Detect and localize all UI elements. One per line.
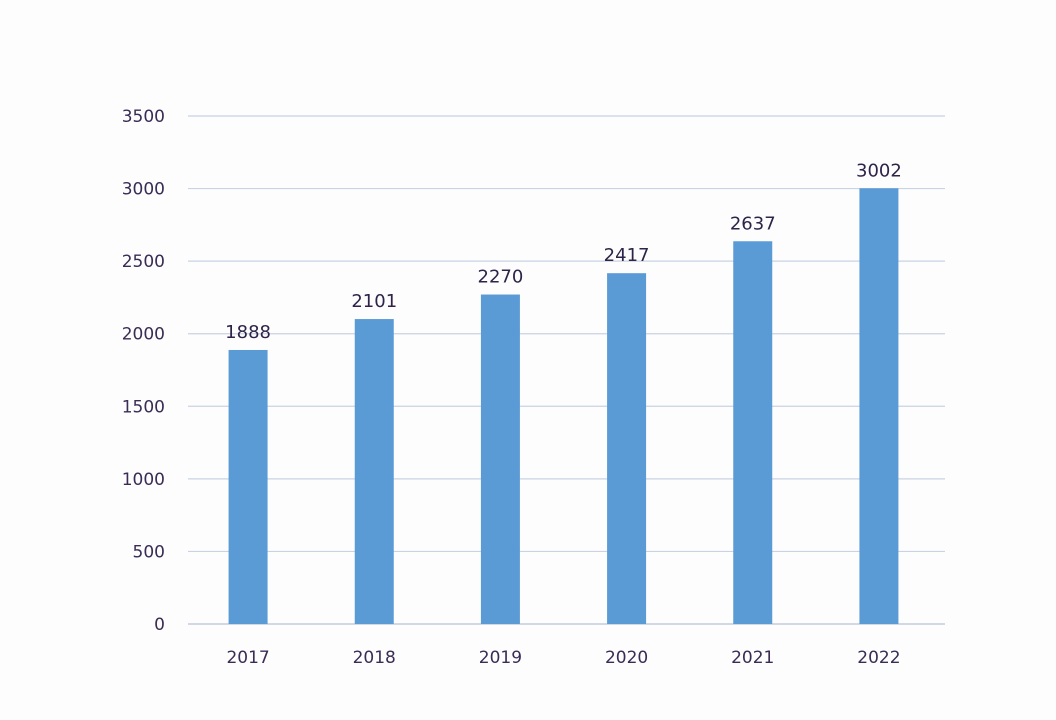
- bar-2020: [607, 273, 647, 624]
- bar-2022: [859, 188, 899, 625]
- y-tick-label: 1500: [122, 397, 165, 417]
- bar-2017: [228, 349, 268, 624]
- data-label: 2417: [604, 245, 650, 266]
- y-tick-label: 2000: [122, 325, 165, 345]
- bar-2021: [733, 241, 773, 624]
- data-label: 1888: [225, 322, 271, 343]
- data-label: 3002: [856, 160, 902, 181]
- x-tick-label: 2021: [731, 648, 774, 668]
- bar-2019: [480, 294, 520, 624]
- y-tick-label: 3000: [122, 180, 165, 200]
- y-tick-label: 500: [133, 542, 165, 562]
- x-tick-label: 2020: [605, 648, 648, 668]
- y-tick-label: 0: [154, 615, 165, 635]
- x-tick-label: 2019: [479, 648, 522, 668]
- x-tick-label: 2018: [353, 648, 396, 668]
- x-tick-label: 2017: [226, 648, 269, 668]
- data-label: 2101: [351, 291, 397, 312]
- data-label: 2637: [730, 213, 776, 234]
- bar-2018: [354, 319, 394, 624]
- y-tick-label: 1000: [122, 470, 165, 490]
- data-label: 2270: [478, 267, 524, 288]
- x-tick-label: 2022: [857, 648, 900, 668]
- y-tick-label: 2500: [122, 252, 165, 272]
- y-tick-label: 3500: [122, 107, 165, 127]
